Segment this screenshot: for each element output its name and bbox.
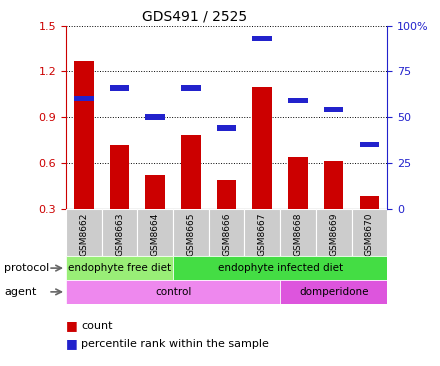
Bar xyxy=(359,142,379,147)
Text: protocol: protocol xyxy=(4,263,50,273)
FancyBboxPatch shape xyxy=(280,209,316,256)
Text: GSM8666: GSM8666 xyxy=(222,212,231,256)
Bar xyxy=(74,96,94,101)
Bar xyxy=(253,36,272,41)
Bar xyxy=(217,180,236,209)
Bar xyxy=(288,98,308,103)
Bar xyxy=(253,87,272,209)
Text: GSM8664: GSM8664 xyxy=(151,212,160,256)
Text: endophyte free diet: endophyte free diet xyxy=(68,263,171,273)
Bar xyxy=(145,175,165,209)
Bar xyxy=(74,61,94,209)
Text: GSM8670: GSM8670 xyxy=(365,212,374,256)
Bar xyxy=(110,85,129,90)
Text: control: control xyxy=(155,287,191,297)
Text: GSM8662: GSM8662 xyxy=(79,212,88,256)
FancyBboxPatch shape xyxy=(66,209,102,256)
FancyBboxPatch shape xyxy=(66,256,173,280)
Bar xyxy=(324,161,344,209)
FancyBboxPatch shape xyxy=(102,209,137,256)
FancyBboxPatch shape xyxy=(316,209,352,256)
Bar xyxy=(217,126,236,131)
Text: GSM8669: GSM8669 xyxy=(329,212,338,256)
Text: domperidone: domperidone xyxy=(299,287,368,297)
FancyBboxPatch shape xyxy=(66,280,280,304)
Bar xyxy=(181,85,201,90)
FancyBboxPatch shape xyxy=(245,209,280,256)
Title: GDS491 / 2525: GDS491 / 2525 xyxy=(142,9,247,23)
FancyBboxPatch shape xyxy=(209,209,245,256)
Bar xyxy=(359,197,379,209)
Text: GSM8665: GSM8665 xyxy=(187,212,195,256)
FancyBboxPatch shape xyxy=(352,209,387,256)
Bar xyxy=(110,145,129,209)
FancyBboxPatch shape xyxy=(173,209,209,256)
Bar xyxy=(324,107,344,112)
Text: percentile rank within the sample: percentile rank within the sample xyxy=(81,339,269,349)
FancyBboxPatch shape xyxy=(280,280,387,304)
FancyBboxPatch shape xyxy=(173,256,387,280)
FancyBboxPatch shape xyxy=(137,209,173,256)
Bar xyxy=(145,115,165,120)
Text: ■: ■ xyxy=(66,337,78,351)
Text: endophyte infected diet: endophyte infected diet xyxy=(217,263,343,273)
Text: GSM8667: GSM8667 xyxy=(258,212,267,256)
Bar xyxy=(181,135,201,209)
Text: count: count xyxy=(81,321,113,331)
Text: agent: agent xyxy=(4,287,37,297)
Text: GSM8668: GSM8668 xyxy=(293,212,302,256)
Bar xyxy=(288,157,308,209)
Text: GSM8663: GSM8663 xyxy=(115,212,124,256)
Text: ■: ■ xyxy=(66,319,78,332)
